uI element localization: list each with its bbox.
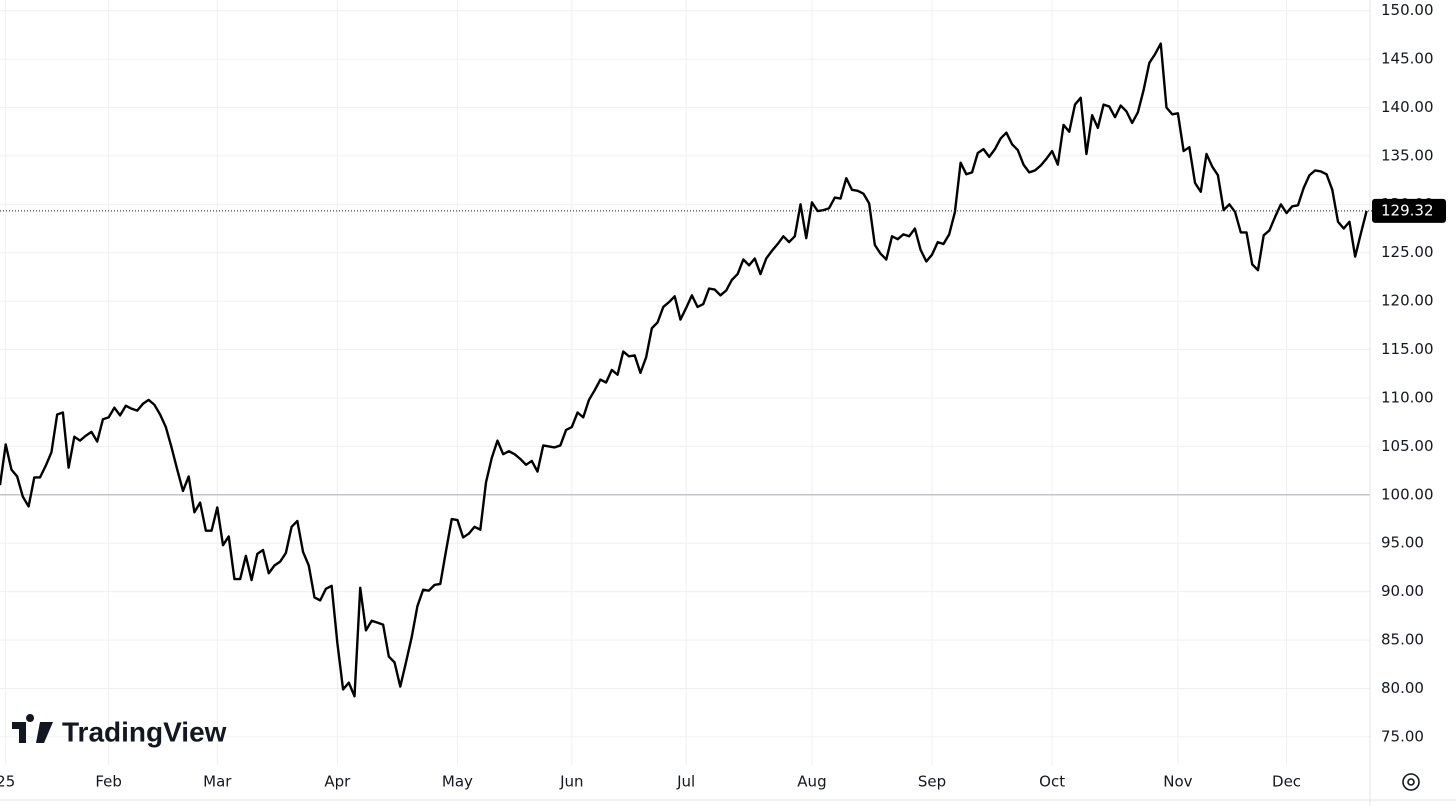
settings-gear[interactable] [1402,773,1420,791]
y-tick-label: 100.00 [1381,485,1434,503]
y-tick-label: 80.00 [1381,679,1424,697]
plot-area [0,42,1370,698]
y-tick-label: 105.00 [1381,437,1434,455]
x-tick-label: Feb [95,773,122,791]
x-tick-label: Jun [559,773,583,791]
last-price-box [1372,198,1446,223]
x-tick-label: Aug [797,773,826,791]
x-tick-label: Apr [324,773,351,791]
y-tick-label: 110.00 [1381,388,1434,406]
x-tick-label: Dec [1272,773,1301,791]
x-tick-label: May [442,773,473,791]
x-tick-label: Sep [918,773,946,791]
watermark: TradingView [62,716,227,747]
settings-icon[interactable] [1402,773,1420,791]
y-tick-label: 145.00 [1381,50,1434,68]
grid [0,0,1370,765]
y-tick-label: 85.00 [1381,631,1424,649]
x-tick-label: Oct [1039,773,1065,791]
x-tick-label: Nov [1163,773,1192,791]
y-tick-label: 125.00 [1381,243,1434,261]
y-tick-label: 120.00 [1381,292,1434,310]
y-tick-label: 135.00 [1381,146,1434,164]
y-tick-label: 75.00 [1381,727,1424,745]
last-price-label: 129.32 [1381,201,1434,219]
y-tick-label: 90.00 [1381,582,1424,600]
x-tick-label: Jul [676,773,695,791]
y-tick-label: 150.00 [1381,1,1434,19]
price-line [0,42,1368,698]
x-tick-label: 25 [0,773,15,791]
y-tick-label: 140.00 [1381,98,1434,116]
y-tick-label: 115.00 [1381,340,1434,358]
x-tick-label: Mar [203,773,232,791]
logo: TradingView [12,714,227,747]
y-tick-label: 95.00 [1381,534,1424,552]
logo-icon [12,714,53,743]
settings-hub[interactable] [1407,778,1415,786]
